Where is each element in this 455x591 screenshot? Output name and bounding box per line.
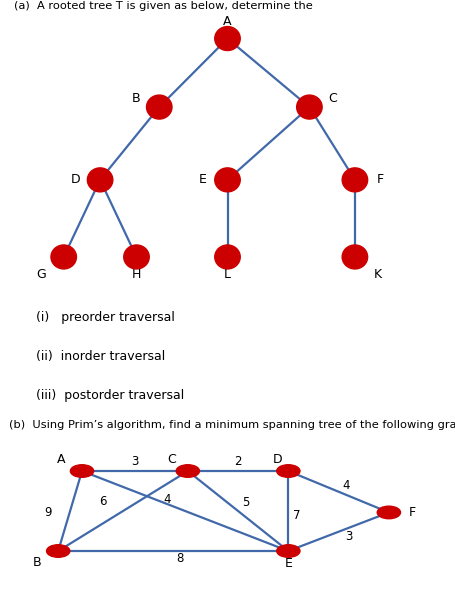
Circle shape — [124, 245, 149, 269]
Circle shape — [215, 245, 240, 269]
Text: F: F — [409, 506, 416, 519]
Text: 5: 5 — [243, 496, 250, 509]
Text: 9: 9 — [44, 506, 51, 519]
Text: E: E — [284, 557, 292, 570]
Text: (iii)  postorder traversal: (iii) postorder traversal — [36, 389, 185, 402]
Text: 4: 4 — [343, 479, 350, 492]
Text: A: A — [56, 453, 65, 466]
Text: (i)   preorder traversal: (i) preorder traversal — [36, 311, 175, 324]
Text: D: D — [70, 173, 80, 186]
Text: B: B — [132, 92, 141, 105]
Text: B: B — [33, 556, 41, 569]
Text: (a)  A rooted tree T is given as below, determine the: (a) A rooted tree T is given as below, d… — [14, 1, 313, 11]
Circle shape — [277, 545, 300, 557]
Circle shape — [297, 95, 322, 119]
Text: 6: 6 — [100, 495, 107, 508]
Text: 4: 4 — [163, 493, 171, 506]
Text: (b)  Using Prim’s algorithm, find a minimum spanning tree of the following graph: (b) Using Prim’s algorithm, find a minim… — [9, 420, 455, 430]
Text: A: A — [223, 15, 232, 28]
Text: 3: 3 — [131, 454, 139, 467]
Circle shape — [176, 465, 199, 478]
Text: L: L — [224, 268, 231, 281]
Circle shape — [46, 545, 70, 557]
Text: G: G — [36, 268, 46, 281]
Text: F: F — [376, 173, 384, 186]
Text: 3: 3 — [345, 530, 353, 543]
Text: H: H — [132, 268, 141, 281]
Circle shape — [215, 27, 240, 51]
Text: C: C — [328, 92, 337, 105]
Text: 7: 7 — [293, 509, 300, 522]
Text: 8: 8 — [176, 551, 183, 564]
Circle shape — [215, 168, 240, 192]
Circle shape — [342, 168, 368, 192]
Circle shape — [377, 506, 400, 519]
Circle shape — [71, 465, 94, 478]
Circle shape — [342, 245, 368, 269]
Circle shape — [51, 245, 76, 269]
Text: E: E — [198, 173, 207, 186]
Text: (ii)  inorder traversal: (ii) inorder traversal — [36, 350, 166, 363]
Circle shape — [277, 465, 300, 478]
Text: K: K — [374, 268, 382, 281]
Text: C: C — [167, 453, 177, 466]
Circle shape — [87, 168, 113, 192]
Text: 2: 2 — [234, 454, 242, 467]
Text: D: D — [273, 453, 283, 466]
Circle shape — [147, 95, 172, 119]
